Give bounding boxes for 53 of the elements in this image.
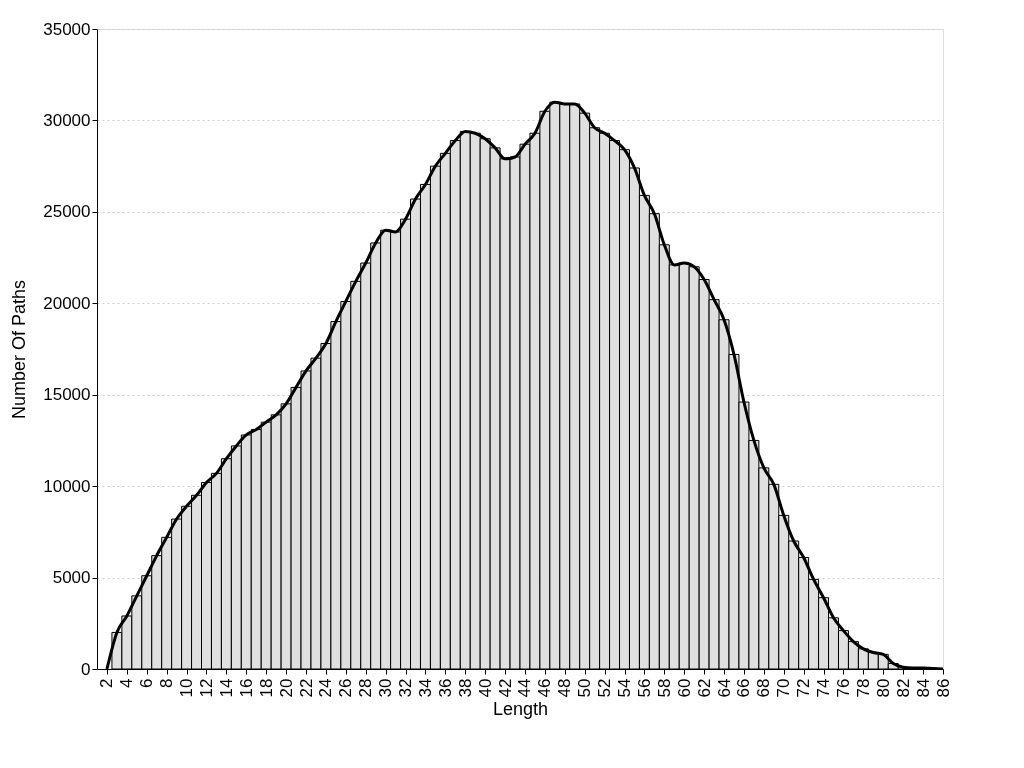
- x-tick-label: 82: [893, 678, 913, 698]
- x-tick-label: 4: [117, 678, 137, 688]
- y-tick-label: 5000: [52, 568, 91, 588]
- x-tick-label: 40: [475, 678, 495, 698]
- x-tick-label: 70: [774, 678, 794, 698]
- x-tick-label: 66: [734, 678, 754, 698]
- x-tick-label: 76: [833, 678, 853, 698]
- x-tick-label: 78: [853, 678, 873, 698]
- y-tick-label: 10000: [43, 476, 91, 496]
- x-tick-label: 16: [236, 678, 256, 698]
- x-tick-label: 34: [415, 678, 435, 698]
- x-tick-label: 68: [754, 678, 774, 698]
- x-tick-label: 56: [634, 678, 654, 698]
- x-tick-label: 80: [873, 678, 893, 698]
- x-tick-label: 14: [216, 678, 236, 698]
- x-tick-label: 44: [515, 678, 535, 698]
- x-tick-label: 2: [97, 678, 117, 688]
- x-tick-label: 86: [933, 678, 953, 698]
- x-tick-label: 74: [814, 678, 834, 698]
- x-tick-label: 6: [137, 678, 157, 688]
- y-tick-label: 35000: [43, 19, 91, 39]
- x-tick-label: 24: [316, 678, 336, 698]
- y-tick-label: 20000: [43, 293, 91, 313]
- y-tick-label: 25000: [43, 202, 91, 222]
- x-tick-label: 22: [296, 678, 316, 698]
- x-tick-label: 84: [913, 678, 933, 698]
- y-axis-title: Number Of Paths: [9, 279, 30, 420]
- x-tick-label: 50: [575, 678, 595, 698]
- x-tick-label: 60: [674, 678, 694, 698]
- y-tick-label: 30000: [43, 110, 91, 130]
- x-tick-label: 36: [435, 678, 455, 698]
- x-tick-label: 54: [615, 678, 635, 698]
- y-tick-label: 15000: [43, 385, 91, 405]
- x-tick-label: 48: [555, 678, 575, 698]
- x-tick-label: 72: [794, 678, 814, 698]
- x-tick-label: 8: [157, 678, 177, 688]
- x-tick-label: 18: [256, 678, 276, 698]
- x-tick-label: 46: [535, 678, 555, 698]
- x-tick-label: 42: [495, 678, 515, 698]
- x-tick-label: 30: [376, 678, 396, 698]
- x-tick-label: 26: [336, 678, 356, 698]
- x-tick-label: 52: [595, 678, 615, 698]
- x-tick-label: 10: [177, 678, 197, 698]
- x-tick-label: 58: [654, 678, 674, 698]
- x-tick-label: 64: [714, 678, 734, 698]
- x-tick-label: 20: [276, 678, 296, 698]
- x-tick-label: 28: [356, 678, 376, 698]
- x-axis-title: Length: [492, 699, 549, 720]
- x-tick-label: 62: [694, 678, 714, 698]
- x-tick-label: 12: [196, 678, 216, 698]
- x-tick-label: 38: [455, 678, 475, 698]
- x-tick-label: 32: [396, 678, 416, 698]
- y-tick-label: 0: [81, 659, 91, 679]
